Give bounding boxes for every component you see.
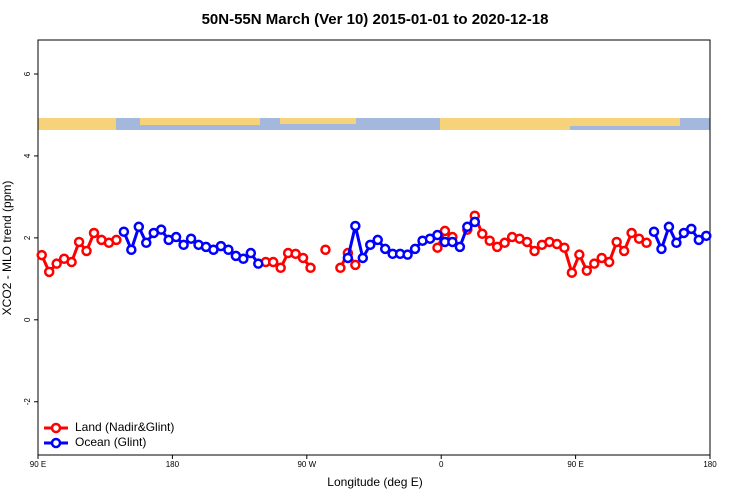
point bbox=[111, 234, 122, 246]
y-tick-label: -2 bbox=[23, 398, 32, 406]
point bbox=[155, 224, 167, 235]
point bbox=[626, 227, 637, 239]
point bbox=[559, 242, 570, 253]
point bbox=[305, 262, 316, 274]
point bbox=[88, 227, 100, 239]
point bbox=[365, 239, 376, 251]
point bbox=[141, 237, 152, 249]
point bbox=[350, 220, 361, 232]
land-ocean-strip bbox=[38, 118, 710, 130]
point bbox=[469, 216, 481, 228]
point bbox=[290, 248, 301, 260]
point bbox=[641, 237, 652, 249]
point bbox=[245, 247, 257, 259]
point bbox=[275, 262, 286, 274]
point bbox=[603, 256, 615, 268]
point bbox=[678, 227, 690, 239]
point bbox=[499, 237, 510, 249]
point bbox=[118, 226, 130, 237]
point bbox=[297, 252, 309, 264]
point bbox=[409, 243, 421, 255]
point bbox=[581, 265, 593, 276]
point bbox=[462, 221, 473, 233]
y-axis-label: XCO2 - MLO trend (ppm) bbox=[0, 181, 14, 316]
point bbox=[126, 244, 137, 256]
point bbox=[686, 223, 697, 235]
x-tick-label: 0 bbox=[439, 460, 444, 469]
point bbox=[484, 235, 495, 246]
point bbox=[701, 230, 712, 242]
point bbox=[223, 244, 234, 256]
point bbox=[432, 229, 443, 241]
y-tick-label: 4 bbox=[23, 153, 32, 158]
point bbox=[521, 236, 533, 248]
point bbox=[267, 256, 279, 268]
legend: Land (Nadir&Glint)Ocean (Glint) bbox=[44, 420, 174, 449]
point bbox=[36, 249, 47, 261]
legend-marker bbox=[50, 422, 62, 434]
point bbox=[372, 234, 383, 246]
point bbox=[342, 252, 354, 264]
point bbox=[81, 245, 92, 257]
point bbox=[491, 241, 503, 253]
point bbox=[439, 225, 451, 237]
legend-marker bbox=[50, 437, 62, 449]
point bbox=[379, 243, 391, 255]
point bbox=[529, 245, 540, 257]
point bbox=[357, 252, 369, 264]
y-tick-label: 0 bbox=[23, 317, 32, 322]
point bbox=[51, 258, 62, 269]
point bbox=[671, 237, 682, 249]
point bbox=[66, 256, 77, 268]
point bbox=[633, 233, 645, 244]
point bbox=[133, 221, 145, 233]
x-axis-label: Longitude (deg E) bbox=[327, 475, 422, 489]
point bbox=[73, 236, 85, 248]
y-tick-label: 6 bbox=[23, 71, 32, 76]
point bbox=[656, 243, 667, 255]
legend-label: Land (Nadir&Glint) bbox=[75, 420, 174, 434]
point bbox=[589, 258, 600, 269]
point bbox=[402, 249, 413, 260]
point bbox=[454, 241, 466, 253]
x-tick-label: 90 W bbox=[297, 460, 316, 469]
point bbox=[43, 266, 55, 278]
x-tick-label: 180 bbox=[166, 460, 180, 469]
plot-frame bbox=[37, 39, 711, 456]
point bbox=[663, 221, 675, 233]
point bbox=[566, 267, 578, 278]
point bbox=[574, 249, 585, 260]
point bbox=[170, 231, 182, 243]
point bbox=[447, 236, 458, 248]
point bbox=[335, 262, 346, 274]
x-tick-label: 90 E bbox=[30, 460, 46, 469]
point bbox=[185, 233, 197, 244]
point bbox=[596, 252, 607, 264]
x-tick-label: 180 bbox=[703, 460, 717, 469]
x-tick-label: 90 E bbox=[567, 460, 583, 469]
point bbox=[477, 228, 488, 240]
point bbox=[238, 253, 249, 265]
legend-label: Ocean (Glint) bbox=[75, 435, 146, 449]
point bbox=[253, 258, 264, 269]
point bbox=[693, 234, 705, 246]
point bbox=[350, 259, 361, 271]
point bbox=[178, 239, 189, 251]
point bbox=[611, 236, 622, 248]
chart-title: 50N-55N March (Ver 10) 2015-01-01 to 202… bbox=[202, 11, 549, 28]
point bbox=[320, 244, 331, 256]
y-tick-label: 2 bbox=[23, 235, 32, 240]
point bbox=[618, 245, 630, 257]
point bbox=[648, 226, 660, 237]
point bbox=[432, 242, 443, 253]
